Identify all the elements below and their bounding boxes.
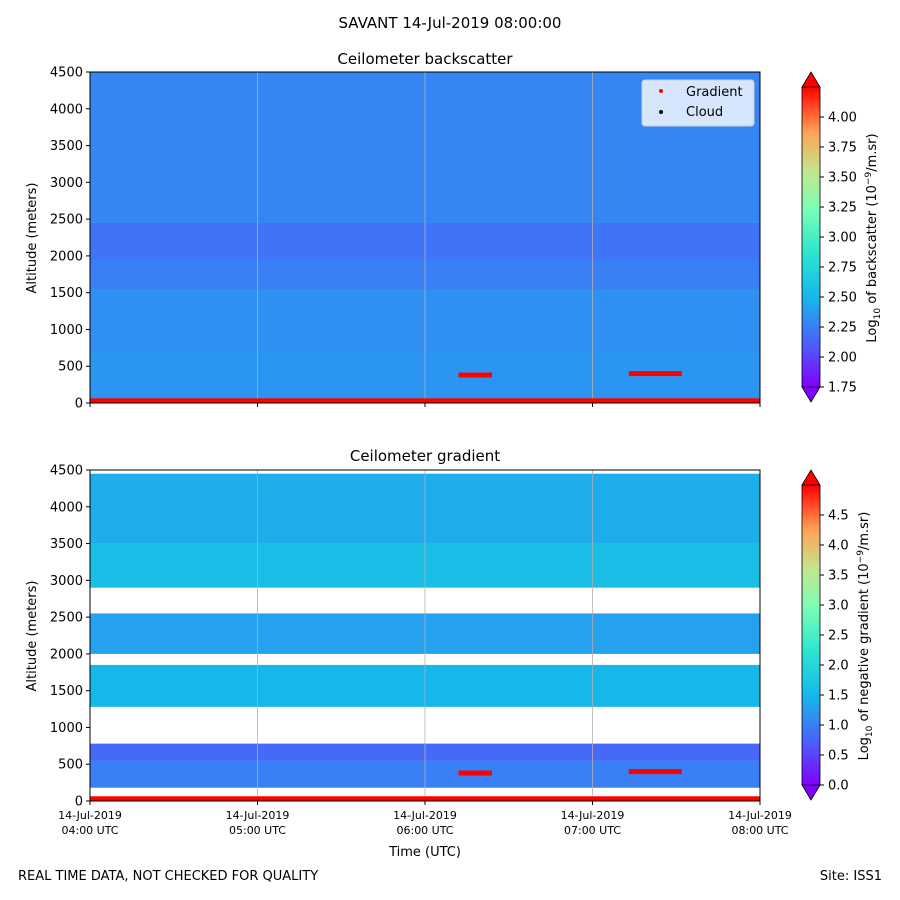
x-tick-time: 04:00 UTC [61,824,118,837]
colorbar-tick-label: 4.00 [828,111,857,126]
colorbar-tick-label: 1.5 [828,689,849,704]
colorbar-tick-label: 3.0 [828,599,849,614]
backscatter-title: Ceilometer backscatter [337,50,513,68]
legend-gradient-label: Gradient [686,85,743,100]
y-tick-label: 1000 [50,323,83,338]
colorbar-tick-label: 3.75 [828,141,857,156]
backscatter-colorbar-extend-min [801,386,821,403]
y-tick-label: 2500 [50,611,83,626]
legend-cloud-label: Cloud [686,105,723,120]
colorbar-tick-label: 2.75 [828,261,857,276]
x-tick-date: 14-Jul-2019 [393,809,457,822]
gradient-point-series [458,770,492,776]
y-tick-label: 2500 [50,213,83,228]
backscatter-colorbar-extend-max [801,71,821,88]
y-tick-label: 3500 [50,139,83,154]
y-tick-label: 3000 [50,176,83,191]
colorbar-tick-label: 4.0 [828,539,849,554]
y-tick-label: 500 [58,758,83,773]
gradient-point-series [458,372,492,378]
quality-disclaimer: REAL TIME DATA, NOT CHECKED FOR QUALITY [18,869,319,884]
gradient-colorbar-label: Log10 of negative gradient (10−9/m.sr) [856,512,875,761]
colorbar-tick-label: 2.25 [828,321,857,336]
colorbar-tick-label: 3.50 [828,171,857,186]
backscatter-colorbar-label: Log10 of backscatter (10−9/m.sr) [864,133,883,342]
x-tick-time: 06:00 UTC [396,824,453,837]
gradient-point-series [628,371,682,377]
y-tick-label: 4500 [50,66,83,81]
gradient-colorbar-scale [802,485,820,785]
x-tick-date: 14-Jul-2019 [58,809,122,822]
x-tick-time: 07:00 UTC [564,824,621,837]
figure-title: SAVANT 14-Jul-2019 08:00:00 [338,14,562,32]
colorbar-tick-label: 2.0 [828,659,849,674]
legend-cloud-marker [659,110,663,114]
gradient-point-series [628,769,682,775]
y-tick-label: 0 [75,397,83,412]
x-tick-date: 14-Jul-2019 [226,809,290,822]
backscatter-ylabel: Altitude (meters) [25,183,40,294]
colorbar-tick-label: 3.5 [828,569,849,584]
colorbar-tick-label: 0.5 [828,749,849,764]
y-tick-label: 4500 [50,464,83,479]
colorbar-tick-label: 3.00 [828,231,857,246]
site-label: Site: ISS1 [819,869,882,884]
colorbar-tick-label: 0.0 [828,779,849,794]
colorbar-tick-label: 2.00 [828,351,857,366]
legend-box [641,79,755,127]
legend: Gradient Cloud [641,79,755,127]
y-tick-label: 1500 [50,286,83,301]
x-tick-time: 08:00 UTC [731,824,788,837]
gradient-xlabel: Time (UTC) [388,845,461,860]
y-tick-label: 4000 [50,102,83,117]
gradient-point-series [90,796,760,801]
x-tick-date: 14-Jul-2019 [561,809,625,822]
colorbar-tick-label: 2.50 [828,291,857,306]
colorbar-tick-label: 4.5 [828,509,849,524]
gradient-point-series [90,398,760,403]
x-tick-date: 14-Jul-2019 [728,809,792,822]
y-tick-label: 3500 [50,537,83,552]
gradient-colorbar: 0.0 0.5 1.0 1.5 2.0 2.5 3.0 3.5 4.0 4.5 Log10 of … [801,469,875,801]
backscatter-colorbar: 1.75 2.00 2.25 2.50 2.75 3.00 3.25 3.50 3.75 4.00… [801,71,883,403]
y-tick-label: 2000 [50,647,83,662]
gradient-colorbar-extend-min [801,784,821,801]
y-tick-label: 1500 [50,684,83,699]
y-tick-label: 3000 [50,574,83,589]
backscatter-panel: 0 500 1000 1500 2000 2500 3000 3500 4000 4500 Cei… [25,50,883,412]
gradient-colorbar-extend-max [801,469,821,486]
gradient-title: Ceilometer gradient [350,447,500,465]
y-tick-label: 500 [58,360,83,375]
y-tick-label: 4000 [50,500,83,515]
gradient-panel: 0 500 1000 1500 2000 2500 3000 3500 4000 4500 14-… [25,447,875,860]
colorbar-tick-label: 1.75 [828,381,857,396]
gradient-ylabel: Altitude (meters) [25,581,40,692]
colorbar-tick-label: 2.5 [828,629,849,644]
backscatter-colorbar-scale [802,87,820,387]
y-tick-label: 0 [75,795,83,810]
legend-gradient-marker [659,89,663,93]
y-tick-label: 1000 [50,721,83,736]
x-tick-time: 05:00 UTC [229,824,286,837]
y-tick-label: 2000 [50,249,83,264]
colorbar-tick-label: 3.25 [828,201,857,216]
colorbar-tick-label: 1.0 [828,719,849,734]
